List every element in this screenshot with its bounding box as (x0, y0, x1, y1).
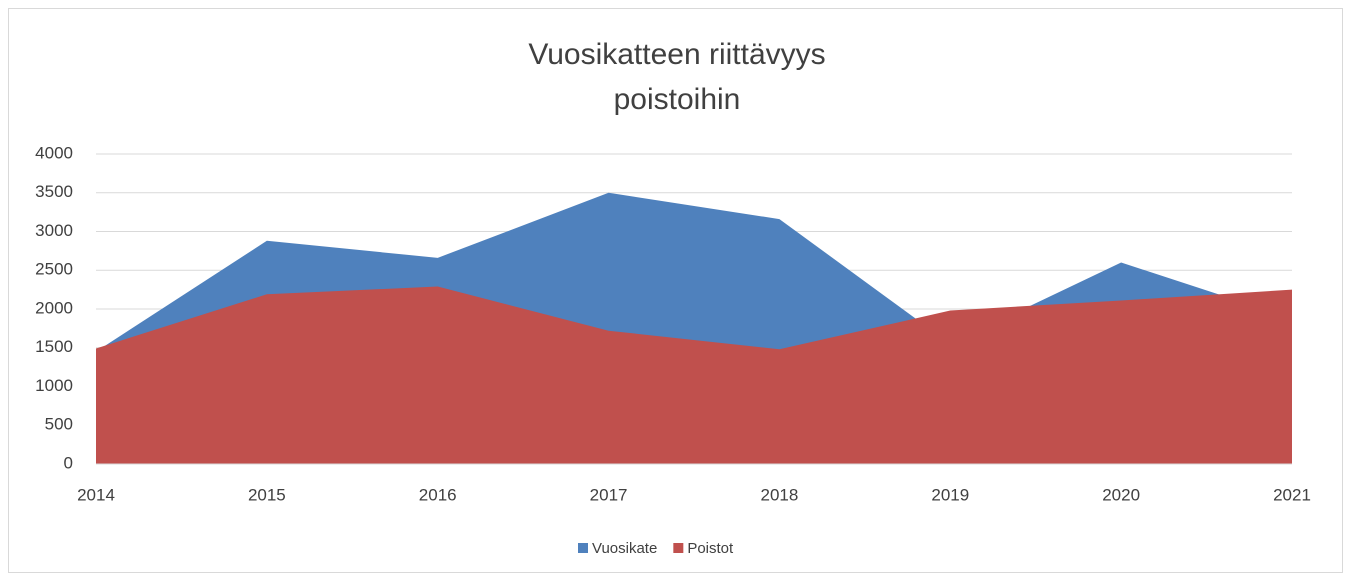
y-tick-label: 1500 (35, 337, 73, 356)
x-tick-label: 2018 (761, 485, 799, 504)
y-tick-label: 3000 (35, 221, 73, 240)
y-tick-label: 3500 (35, 182, 73, 201)
y-tick-label: 4000 (35, 143, 73, 162)
chart-title: poistoihin (614, 83, 741, 116)
legend-label: Vuosikate (592, 540, 657, 557)
y-tick-label: 2000 (35, 298, 73, 317)
y-tick-label: 1000 (35, 376, 73, 395)
x-tick-label: 2014 (77, 485, 115, 504)
x-tick-label: 2020 (1102, 485, 1140, 504)
area (96, 286, 1292, 464)
x-tick-label: 2021 (1273, 485, 1311, 504)
x-tick-label: 2019 (931, 485, 969, 504)
legend-label: Poistot (687, 540, 734, 557)
x-tick-label: 2015 (248, 485, 286, 504)
chart-title: Vuosikatteen riittävyys (528, 38, 825, 71)
legend-swatch (673, 543, 684, 553)
x-tick-label: 2017 (590, 485, 628, 504)
legend-swatch (578, 543, 588, 553)
y-tick-label: 2500 (35, 260, 73, 279)
y-tick-label: 0 (64, 453, 73, 472)
x-tick-label: 2016 (419, 485, 457, 504)
y-tick-label: 500 (45, 415, 73, 434)
